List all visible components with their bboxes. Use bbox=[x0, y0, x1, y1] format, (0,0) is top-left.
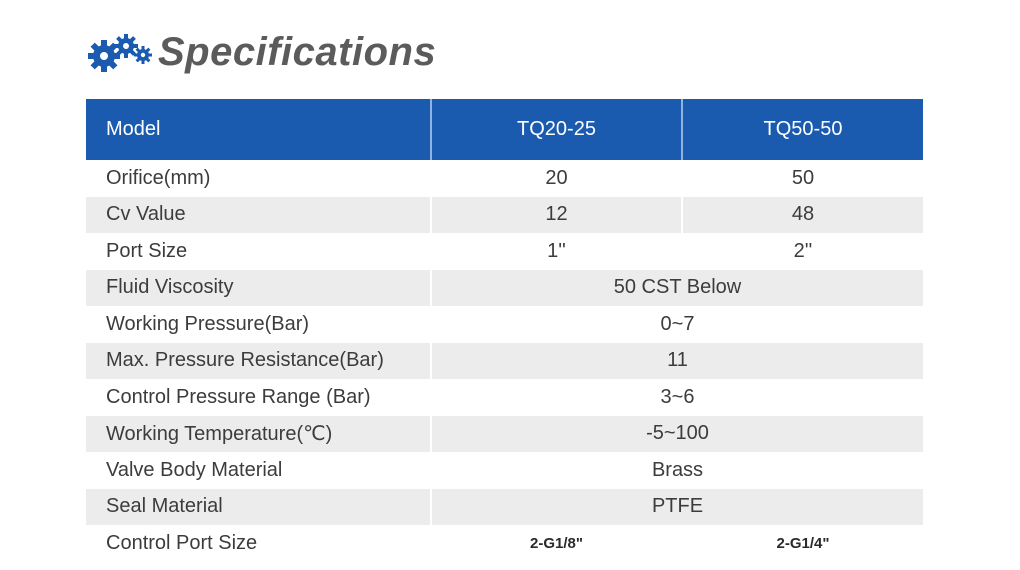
cell-value: 2'' bbox=[681, 233, 923, 270]
page-title: Specifications bbox=[158, 29, 437, 74]
cell-value: 0~7 bbox=[430, 306, 923, 343]
row-label: Control Pressure Range (Bar) bbox=[106, 385, 371, 408]
cell-value: PTFE bbox=[430, 488, 923, 525]
cell-value: 2-G1/8" bbox=[430, 525, 682, 562]
row-label: Control Port Size bbox=[106, 531, 258, 554]
table-row: Control Pressure Range (Bar) 3~6 bbox=[86, 379, 923, 416]
header-tq20-25: TQ20-25 bbox=[430, 99, 682, 160]
cell-value: 1'' bbox=[430, 233, 682, 270]
table-row: Max. Pressure Resistance(Bar) 11 bbox=[86, 342, 923, 379]
cell-value: 2-G1/4" bbox=[681, 525, 923, 562]
row-label: Port Size bbox=[106, 239, 188, 262]
cell-value: 20 bbox=[430, 160, 682, 197]
cell-value: Brass bbox=[430, 452, 923, 489]
row-label: Orifice(mm) bbox=[106, 166, 211, 189]
cell-value: 50 bbox=[681, 160, 923, 197]
table-row: Orifice(mm) 20 50 bbox=[86, 160, 923, 197]
header-model: Model bbox=[106, 118, 161, 140]
row-label: Working Pressure(Bar) bbox=[106, 312, 310, 335]
row-label: Valve Body Material bbox=[106, 458, 283, 481]
row-label: Fluid Viscosity bbox=[106, 276, 234, 299]
cell-value: -5~100 bbox=[430, 415, 923, 452]
row-label: Max. Pressure Resistance(Bar) bbox=[106, 349, 384, 372]
table-header-row: Model TQ20-25 TQ50-50 bbox=[86, 99, 923, 160]
cell-value: 50 CST Below bbox=[430, 269, 923, 306]
table-row: Port Size 1'' 2'' bbox=[86, 233, 923, 270]
row-label: Seal Material bbox=[106, 495, 223, 518]
page-header: Specifications bbox=[86, 28, 436, 76]
table-row: Working Temperature(℃) -5~100 bbox=[86, 415, 923, 452]
row-label: Cv Value bbox=[106, 203, 186, 226]
table-row: Working Pressure(Bar) 0~7 bbox=[86, 306, 923, 343]
specifications-table: Model TQ20-25 TQ50-50 Orifice(mm) 20 50 … bbox=[86, 99, 923, 562]
header-tq50-50: TQ50-50 bbox=[681, 99, 923, 160]
table-row: Fluid Viscosity 50 CST Below bbox=[86, 269, 923, 306]
row-label: Working Temperature(℃) bbox=[106, 423, 333, 446]
cell-value: 12 bbox=[430, 196, 682, 233]
cell-value: 3~6 bbox=[430, 379, 923, 416]
table-row: Control Port Size 2-G1/8" 2-G1/4" bbox=[86, 525, 923, 562]
table-row: Valve Body Material Brass bbox=[86, 452, 923, 489]
gears-icon bbox=[88, 34, 152, 72]
cell-value: 48 bbox=[681, 196, 923, 233]
cell-value: 11 bbox=[430, 342, 923, 379]
table-row: Seal Material PTFE bbox=[86, 488, 923, 525]
table-row: Cv Value 12 48 bbox=[86, 196, 923, 233]
